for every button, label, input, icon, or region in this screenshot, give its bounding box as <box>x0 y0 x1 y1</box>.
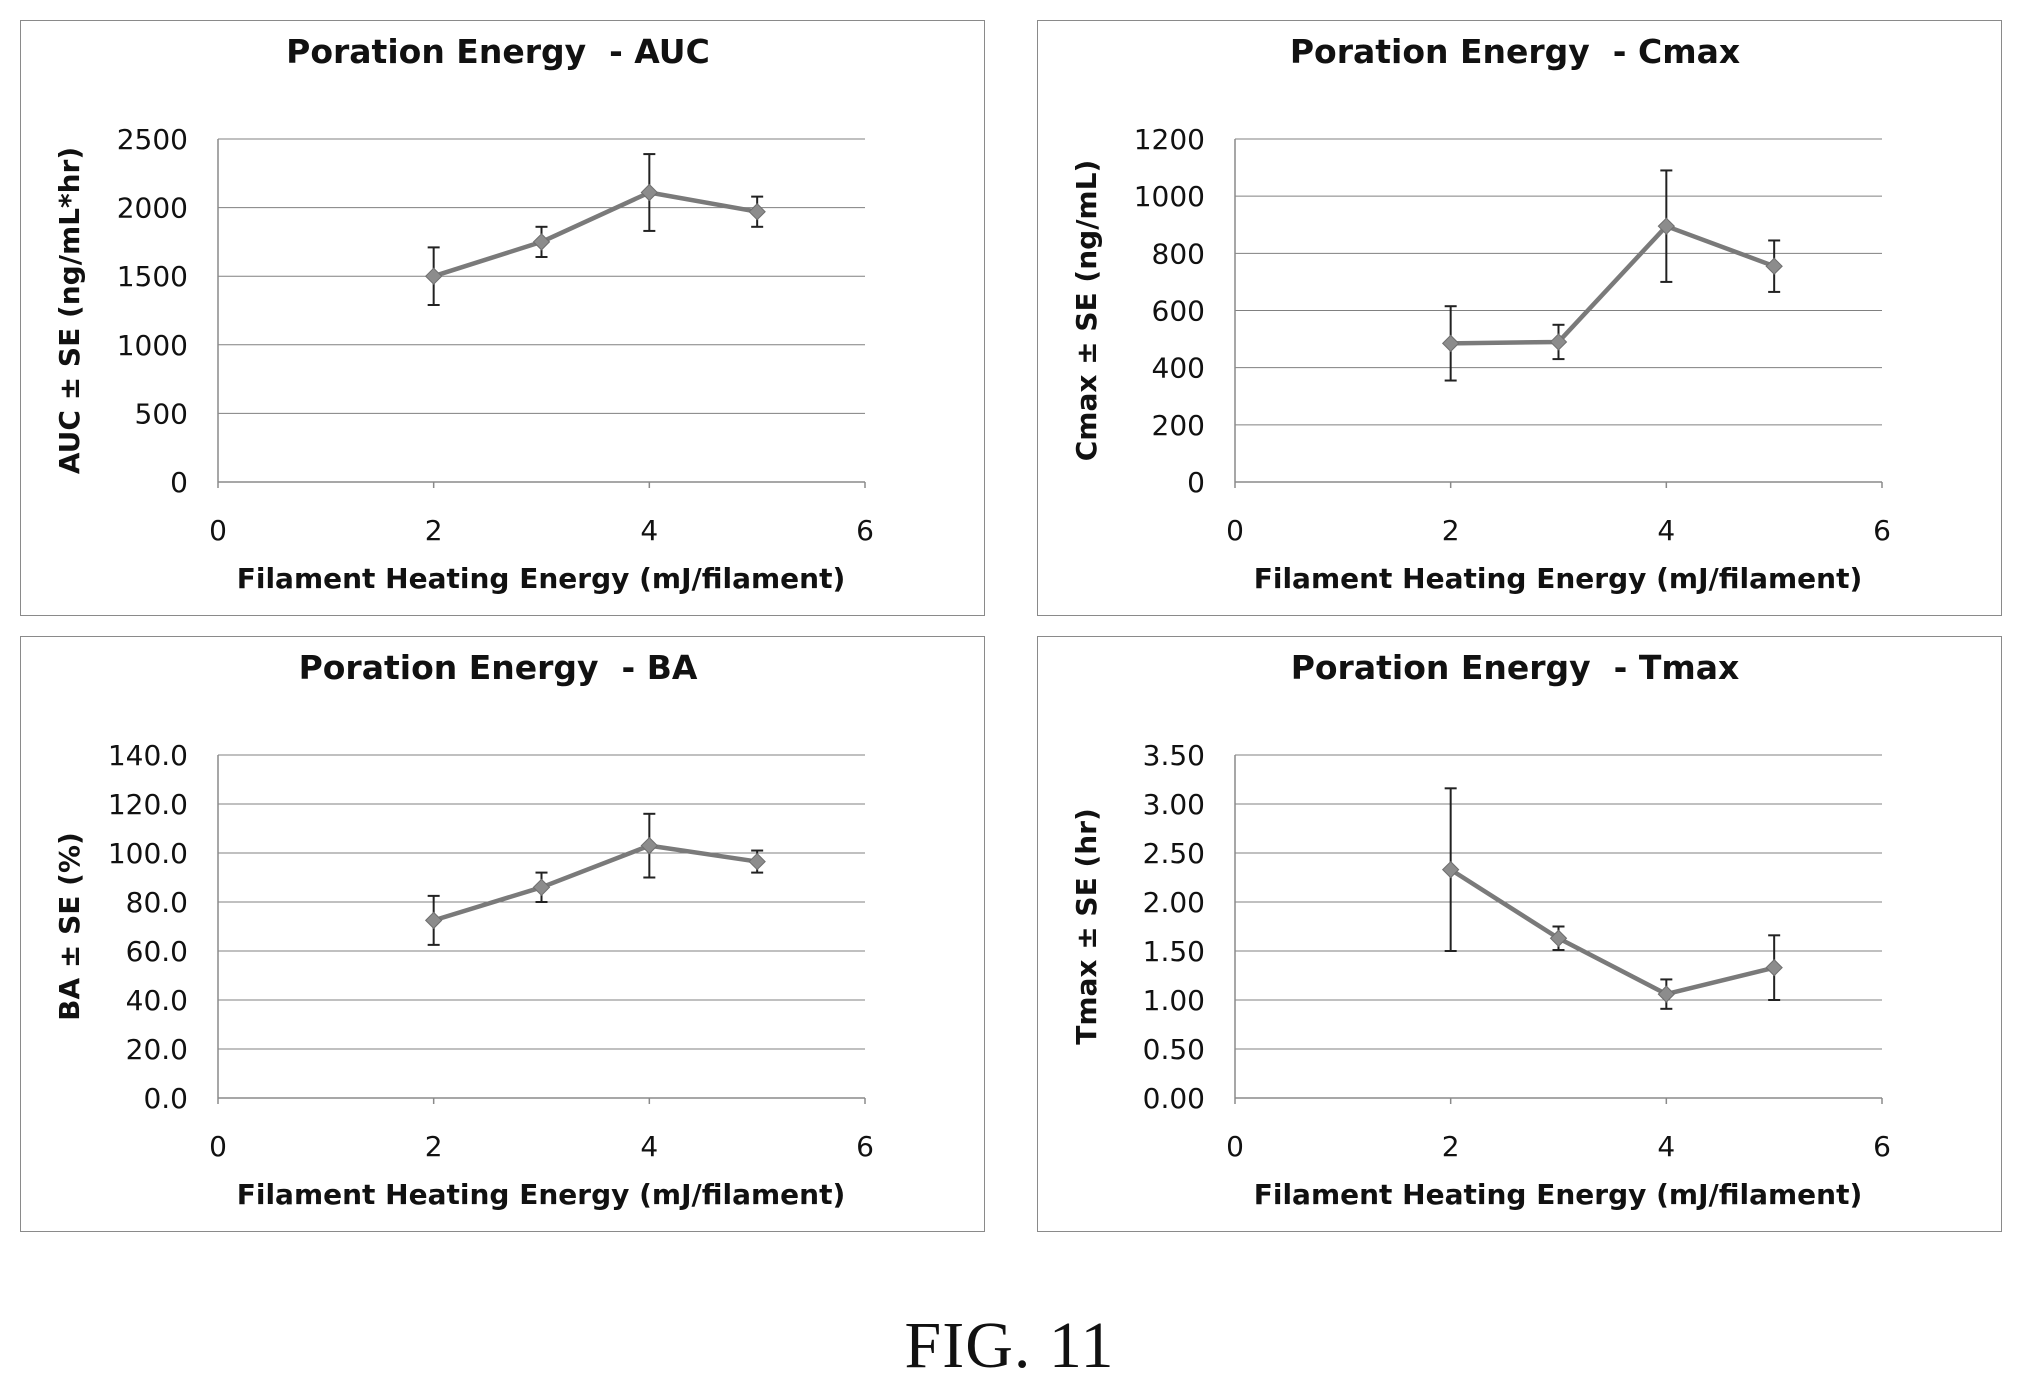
chart-panel-cmax: 0 200 400 600 800 1000 1200 0 2 4 6 Poration Energy… <box>1037 20 2002 616</box>
cmax-data-point <box>1657 217 1676 235</box>
auc-y-axis-title: AUC ± SE (ng/mL*hr) <box>53 147 86 474</box>
ba-x-axis-title: Filament Heating Energy (mJ/filament) <box>237 1178 846 1211</box>
tmax-y-axis-title: Tmax ± SE (hr) <box>1070 808 1103 1045</box>
cmax-y-tick-label: 600 <box>1152 295 1205 328</box>
auc-data-point <box>532 233 551 251</box>
auc-series-line <box>432 190 758 279</box>
cmax-data-point <box>1765 257 1783 275</box>
auc-data-point <box>424 267 443 285</box>
ba-chart-title: Poration Energy - BA <box>299 648 698 687</box>
cmax-y-tick-label: 400 <box>1152 352 1205 385</box>
auc-data-point <box>748 203 766 221</box>
tmax-data-point <box>1657 985 1676 1003</box>
auc-x-axis-title: Filament Heating Energy (mJ/filament) <box>237 562 846 595</box>
tmax-y-tick-label: 2.50 <box>1143 837 1205 870</box>
chart-tmax-svg: 0.00 0.50 1.00 1.50 2.00 2.50 3.00 3.50 0 2 4 6 Pora… <box>1070 648 1891 1211</box>
auc-x-tick-label: 0 <box>209 514 227 547</box>
tmax-y-tick-label: 3.00 <box>1143 788 1205 821</box>
tmax-y-tick-label: 3.50 <box>1143 739 1205 772</box>
chart-panel-tmax: 0.00 0.50 1.00 1.50 2.00 2.50 3.00 3.50 0 2 4 6 Pora… <box>1037 636 2002 1232</box>
ba-y-tick-label: 60.0 <box>126 935 188 968</box>
auc-x-tick-label: 2 <box>425 514 443 547</box>
cmax-x-tick-label: 0 <box>1226 514 1244 547</box>
cmax-data-point <box>1441 334 1460 353</box>
cmax-data-point <box>1549 333 1568 351</box>
ba-x-tick-label: 0 <box>209 1130 227 1163</box>
auc-data-point <box>640 183 659 202</box>
auc-y-tick-label: 1000 <box>117 329 188 362</box>
auc-y-tick-label: 1500 <box>117 260 188 293</box>
tmax-data-point <box>1765 958 1783 977</box>
ba-data-point <box>424 911 443 930</box>
auc-y-tick-label: 0 <box>170 466 188 499</box>
cmax-y-tick-label: 800 <box>1152 237 1205 270</box>
ba-y-tick-label: 80.0 <box>126 886 188 919</box>
auc-y-tick-label: 2500 <box>117 123 188 156</box>
cmax-x-tick-label: 6 <box>1873 514 1891 547</box>
ba-series-line <box>433 843 758 923</box>
ba-x-tick-label: 6 <box>856 1130 874 1163</box>
chart-panel-ba: 0.0 20.0 40.0 60.0 80.0 100.0 120.0 140.0 0 2 4 6 Po… <box>20 636 985 1232</box>
auc-x-tick-label: 6 <box>856 514 874 547</box>
ba-y-tick-label: 120.0 <box>108 788 188 821</box>
tmax-y-tick-label: 1.00 <box>1143 984 1205 1017</box>
auc-y-tick-label: 500 <box>135 397 188 430</box>
ba-data-point <box>640 836 659 855</box>
chart-ba-svg: 0.0 20.0 40.0 60.0 80.0 100.0 120.0 140.0 0 2 4 6 Po… <box>53 648 874 1211</box>
tmax-data-point <box>1549 929 1568 947</box>
tmax-y-tick-label: 0.50 <box>1143 1033 1205 1066</box>
cmax-y-axis-title: Cmax ± SE (ng/mL) <box>1070 160 1103 462</box>
cmax-chart-title: Poration Energy - Cmax <box>1290 32 1740 71</box>
cmax-series-line <box>1450 223 1775 346</box>
ba-y-tick-label: 40.0 <box>126 984 188 1017</box>
cmax-x-tick-label: 4 <box>1657 514 1675 547</box>
cmax-x-tick-label: 2 <box>1442 514 1460 547</box>
chart-auc-svg: 0 500 1000 1500 2000 2500 0 2 4 6 Poration Energy … <box>53 32 874 595</box>
tmax-y-tick-label: 2.00 <box>1143 886 1205 919</box>
tmax-y-tick-label: 1.50 <box>1143 935 1205 968</box>
auc-chart-title: Poration Energy - AUC <box>286 32 710 71</box>
tmax-chart-title: Poration Energy - Tmax <box>1291 648 1740 687</box>
auc-y-tick-label: 2000 <box>117 192 188 225</box>
tmax-x-axis-title: Filament Heating Energy (mJ/filament) <box>1254 1178 1863 1211</box>
tmax-x-tick-label: 6 <box>1873 1130 1891 1163</box>
tmax-x-tick-label: 0 <box>1226 1130 1244 1163</box>
cmax-y-tick-label: 0 <box>1187 466 1205 499</box>
figure-caption: FIG. 11 <box>904 1309 1115 1382</box>
cmax-x-axis-title: Filament Heating Energy (mJ/filament) <box>1254 562 1863 595</box>
auc-x-tick-label: 4 <box>640 514 658 547</box>
ba-data-point <box>532 878 551 897</box>
ba-x-tick-label: 4 <box>640 1130 658 1163</box>
ba-y-tick-label: 140.0 <box>108 739 188 772</box>
cmax-y-tick-label: 200 <box>1152 409 1205 442</box>
ba-y-axis-title: BA ± SE (%) <box>53 832 86 1021</box>
chart-cmax-svg: 0 200 400 600 800 1000 1200 0 2 4 6 Poration Energy… <box>1070 32 1891 595</box>
ba-data-point <box>748 852 766 871</box>
tmax-x-tick-label: 2 <box>1442 1130 1460 1163</box>
ba-y-tick-label: 0.0 <box>143 1082 188 1115</box>
ba-x-tick-label: 2 <box>425 1130 443 1163</box>
tmax-x-tick-label: 4 <box>1657 1130 1675 1163</box>
cmax-y-tick-label: 1000 <box>1134 180 1205 213</box>
tmax-data-point <box>1441 860 1460 879</box>
ba-y-tick-label: 100.0 <box>108 837 188 870</box>
ba-y-tick-label: 20.0 <box>126 1033 188 1066</box>
cmax-y-tick-label: 1200 <box>1134 123 1205 156</box>
chart-panel-auc: 0 500 1000 1500 2000 2500 0 2 4 6 Poration Energy … <box>20 20 985 616</box>
tmax-y-tick-label: 0.00 <box>1143 1082 1205 1115</box>
tmax-series-line <box>1449 867 1775 997</box>
